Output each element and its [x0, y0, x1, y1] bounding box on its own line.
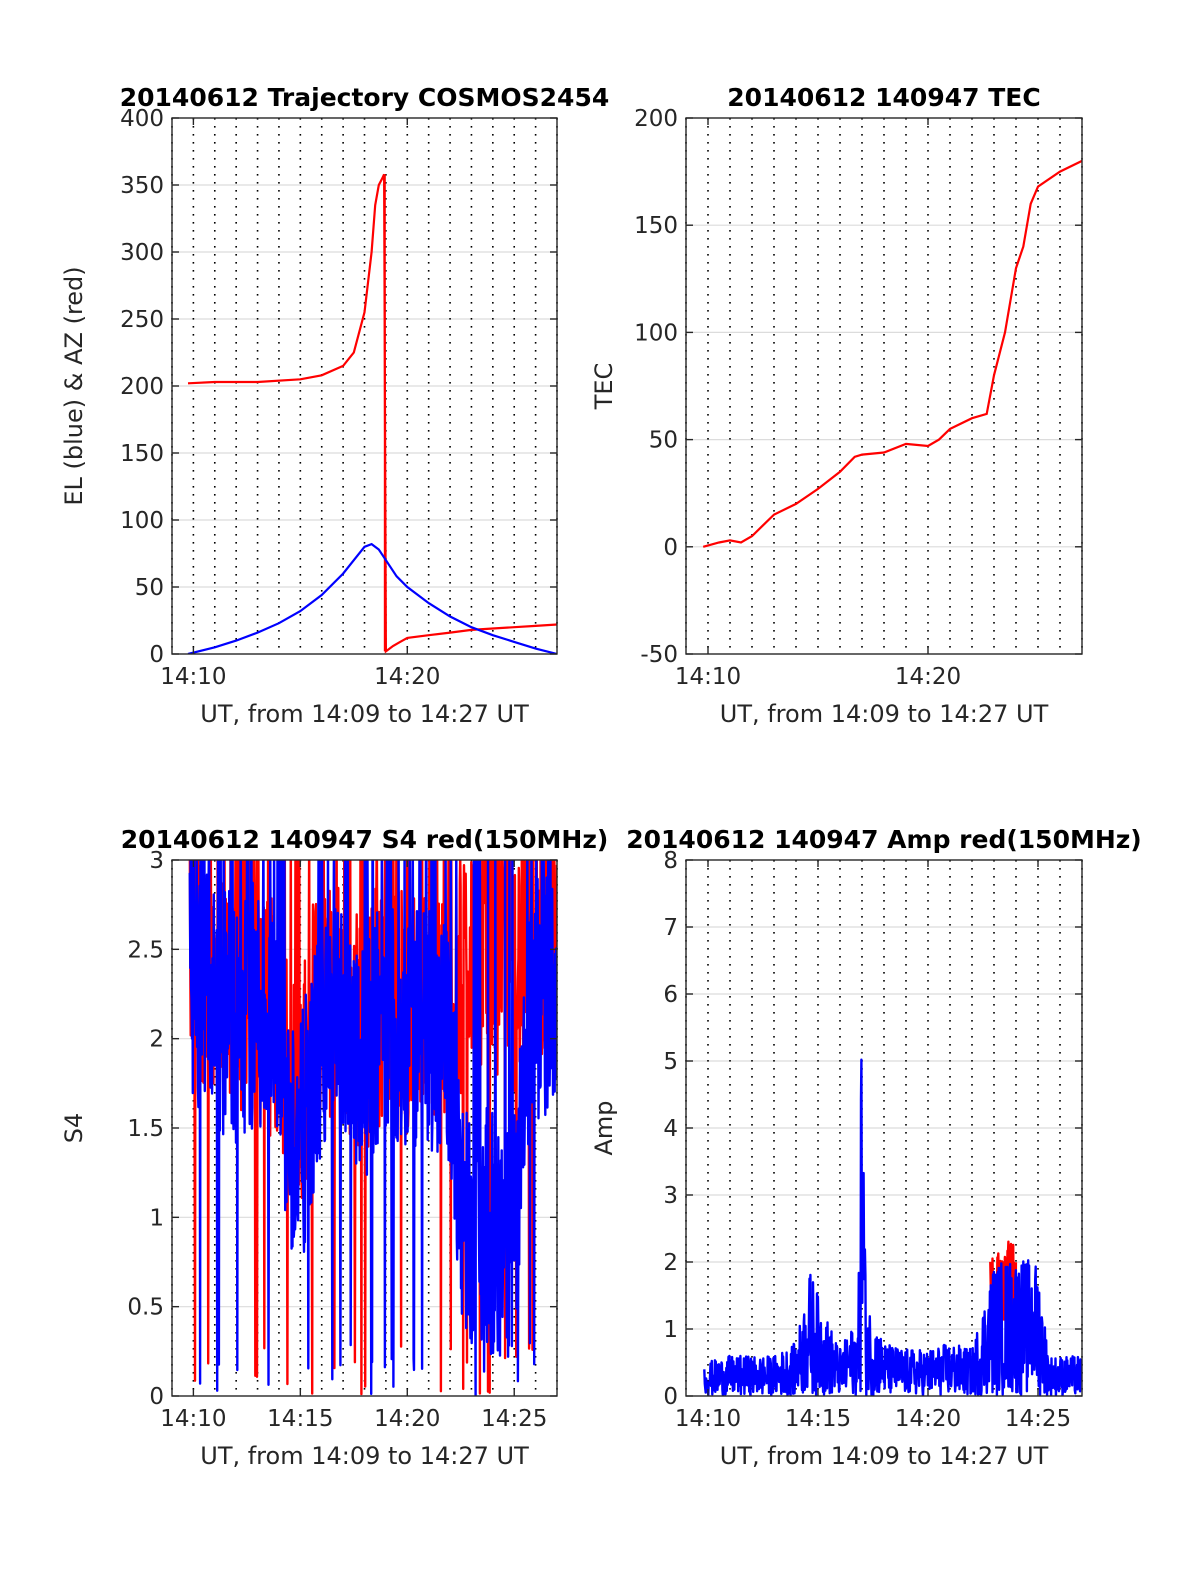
y-axis-label: EL (blue) & AZ (red)	[60, 266, 88, 505]
y-tick-label: 200	[634, 106, 678, 132]
y-tick-label: 1.5	[127, 1116, 164, 1142]
y-tick-label: 150	[634, 213, 678, 239]
y-tick-label: 3	[663, 1183, 678, 1209]
axes-box	[685, 117, 1083, 655]
y-tick-label: 0	[663, 1384, 678, 1410]
x-tick-label: 14:20	[374, 1406, 440, 1432]
plot-area	[188, 860, 557, 1396]
y-axis-label: Amp	[590, 1100, 618, 1155]
x-axis-label: UT, from 14:09 to 14:27 UT	[720, 1442, 1049, 1470]
series-line	[188, 860, 557, 1396]
chart-4: 0 1 2 3 4 5 6 7 8 14:10 14:15 14:20 14:25 20140612 14…	[590, 825, 1142, 1470]
y-tick-label: 350	[120, 173, 164, 199]
series-line	[703, 1058, 1082, 1396]
y-tick-label: 5	[663, 1049, 678, 1075]
y-tick-label: 3	[149, 848, 164, 874]
x-tick-label: 14:15	[785, 1406, 851, 1432]
x-tick-label: 14:10	[675, 664, 741, 690]
y-tick-label: 2	[149, 1027, 164, 1053]
series-line	[187, 542, 557, 654]
y-tick-label: 0.5	[127, 1295, 164, 1321]
y-tick-label: 6	[663, 982, 678, 1008]
series-line	[702, 159, 1082, 548]
x-tick-label: 14:20	[374, 664, 440, 690]
chart-title: 20140612 140947 TEC	[727, 83, 1040, 112]
y-tick-label: 250	[120, 307, 164, 333]
plot-area	[702, 159, 1082, 548]
y-tick-label: 4	[663, 1116, 678, 1142]
y-axis-label: S4	[60, 1113, 88, 1144]
y-tick-label: 100	[120, 508, 164, 534]
x-tick-label: 14:10	[675, 1406, 741, 1432]
chart-3: 0 0.5 1 1.5 2 2.5 3 14:10 14:15 14:20 14:25 2014061…	[60, 825, 609, 1470]
x-tick-label: 14:20	[895, 1406, 961, 1432]
y-tick-label: 100	[634, 320, 678, 346]
chart-1: 0 50 100 150 200 250 300 350 400 14:10 14:20 201406…	[60, 83, 609, 728]
y-tick-label: 1	[149, 1205, 164, 1231]
y-tick-label: 300	[120, 240, 164, 266]
chart-title: 20140612 Trajectory COSMOS2454	[120, 83, 610, 112]
x-tick-label: 14:15	[267, 1406, 333, 1432]
y-tick-label: 200	[120, 374, 164, 400]
x-tick-label: 14:20	[895, 664, 961, 690]
x-tick-label: 14:10	[160, 664, 226, 690]
x-axis-label: UT, from 14:09 to 14:27 UT	[200, 700, 529, 728]
y-tick-label: 1	[663, 1317, 678, 1343]
y-tick-label: 7	[663, 915, 678, 941]
y-tick-label: 2	[663, 1250, 678, 1276]
y-tick-label: 50	[135, 575, 164, 601]
y-tick-label: -50	[640, 642, 678, 668]
x-tick-label: 14:25	[481, 1406, 547, 1432]
y-axis-label: TEC	[590, 363, 618, 411]
x-axis-label: UT, from 14:09 to 14:27 UT	[200, 1442, 529, 1470]
plot-area	[187, 173, 557, 654]
y-tick-label: 0	[663, 535, 678, 561]
chart-title: 20140612 140947 S4 red(150MHz)	[121, 825, 609, 854]
x-axis-label: UT, from 14:09 to 14:27 UT	[720, 700, 1049, 728]
y-tick-label: 0	[149, 1384, 164, 1410]
y-tick-label: 50	[649, 428, 678, 454]
plot-area	[703, 953, 1082, 1396]
x-tick-label: 14:10	[160, 1406, 226, 1432]
chart-2: -50 0 50 100 150 200 14:10 14:20 20140612 140947…	[590, 83, 1083, 728]
x-tick-label: 14:25	[1005, 1406, 1071, 1432]
y-tick-label: 2.5	[127, 937, 164, 963]
y-tick-label: 8	[663, 848, 678, 874]
series-line	[187, 173, 557, 654]
y-tick-label: 150	[120, 441, 164, 467]
y-tick-label: 400	[120, 106, 164, 132]
chart-title: 20140612 140947 Amp red(150MHz)	[626, 825, 1142, 854]
y-tick-label: 0	[149, 642, 164, 668]
